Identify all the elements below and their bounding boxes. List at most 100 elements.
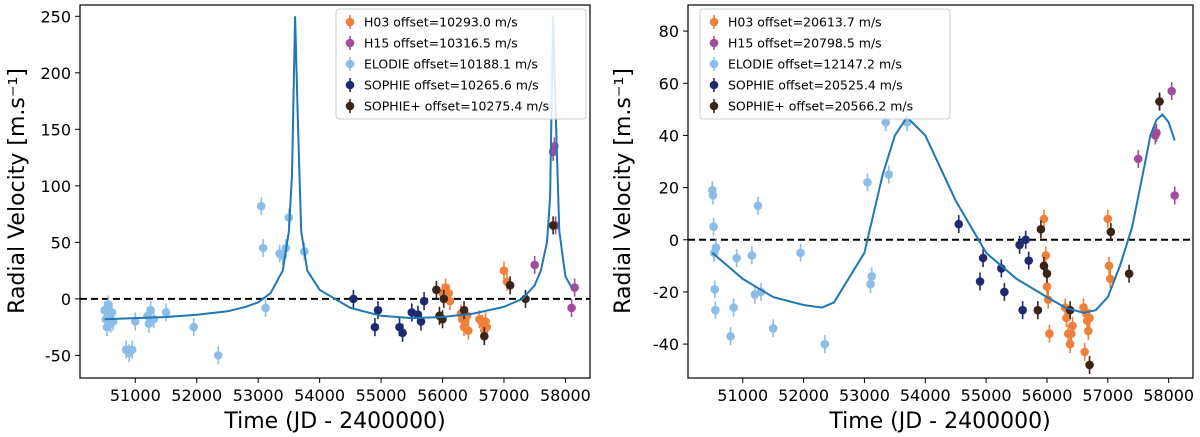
left-x-tick-label: 56000 — [417, 386, 468, 405]
left-x-axis-label: Time (JD - 2400000) — [223, 409, 445, 434]
right-h03-point — [1068, 321, 1077, 331]
right-y-ticks: -40 -20 0 20 40 60 80 — [653, 22, 688, 354]
right-sophie-point — [978, 253, 988, 263]
right-h03-point — [1045, 329, 1054, 338]
right-h03-point — [1085, 313, 1094, 323]
right-legend: H03 offset=20613.7 m/s H15 offset=20798.5… — [699, 8, 951, 120]
right-elodie-point — [753, 201, 763, 211]
left-sophie-plus-point — [439, 294, 449, 304]
left-x-tick-label: 54000 — [294, 386, 345, 405]
right-elodie-point — [711, 243, 721, 252]
right-h03-point — [1041, 251, 1051, 260]
right-elodie-point — [796, 248, 805, 258]
right-sophie-point — [1024, 256, 1034, 265]
left-elodie-point — [161, 308, 171, 317]
right-x-tick-label: 58000 — [1143, 386, 1194, 405]
right-elodie-point — [711, 305, 720, 315]
right-h03-point — [1084, 326, 1093, 336]
right-legend-h15-marker — [709, 38, 719, 48]
right-y-tick-label: -40 — [653, 335, 679, 354]
left-h03-point — [444, 288, 453, 298]
left-sophie-point — [416, 317, 426, 326]
right-x-ticks: 51000 52000 53000 54000 55000 56000 57000 58000 — [717, 378, 1194, 405]
right-legend-elodie-marker — [709, 59, 719, 69]
right-rv-panel: 51000 52000 53000 54000 55000 56000 57000 58000… — [611, 4, 1194, 434]
right-elodie-point — [768, 324, 778, 333]
right-elodie-point — [756, 287, 766, 297]
right-h03-point — [1103, 214, 1113, 224]
left-sophie-plus-point — [548, 221, 558, 230]
right-sophie-plus-point — [1085, 360, 1094, 370]
left-h15-point — [530, 260, 539, 270]
left-elodie-point — [149, 314, 159, 324]
left-sophie-plus-point — [459, 305, 469, 315]
left-sophie-point — [349, 294, 358, 304]
right-y-tick-label: 80 — [659, 22, 679, 41]
left-x-tick-label: 53000 — [233, 386, 284, 405]
left-sophie-point — [373, 305, 383, 315]
left-sophie-point — [419, 296, 429, 306]
right-sophie-plus-point — [1155, 97, 1164, 106]
right-y-tick-label: 20 — [659, 179, 679, 198]
right-legend-sophie-plus-marker — [709, 101, 719, 111]
left-sophie-point — [370, 322, 380, 332]
right-x-tick-label: 51000 — [717, 386, 768, 405]
left-h03-point — [464, 326, 473, 335]
left-y-tick-label: 50 — [51, 233, 71, 252]
right-elodie-point — [881, 118, 891, 127]
right-x-tick-label: 54000 — [900, 386, 951, 405]
left-legend-sophie-label: SOPHIE offset=10265.6 m/s — [364, 78, 539, 93]
left-legend-h03-label: H03 offset=10293.0 m/s — [364, 15, 518, 30]
right-x-tick-label: 52000 — [778, 386, 829, 405]
left-x-tick-label: 52000 — [171, 386, 222, 405]
left-x-tick-label: 58000 — [540, 386, 591, 405]
left-legend-h03-marker — [345, 17, 355, 27]
left-x-tick-label: 51000 — [110, 386, 161, 405]
right-elodie-point — [867, 271, 877, 281]
left-elodie-point — [258, 243, 268, 253]
left-h15-point — [567, 303, 576, 313]
left-elodie-point — [213, 351, 223, 360]
left-sophie-plus-point — [505, 281, 515, 290]
right-sophie-point — [1018, 305, 1027, 315]
left-data-points — [100, 137, 579, 365]
left-legend-elodie-label: ELODIE offset=10188.1 m/s — [364, 57, 538, 72]
left-elodie-point — [146, 305, 155, 315]
right-sophie-plus-point — [1042, 269, 1052, 278]
right-y-tick-label: 60 — [659, 74, 679, 93]
right-legend-box — [699, 8, 951, 120]
left-h15-point — [570, 283, 579, 292]
right-sophie-point — [1015, 240, 1024, 250]
left-elodie-point — [189, 322, 198, 332]
right-elodie-point — [820, 339, 830, 349]
right-legend-h15-label: H15 offset=20798.5 m/s — [728, 36, 882, 51]
right-elodie-point — [866, 279, 875, 289]
left-x-ticks: 51000 52000 53000 54000 55000 56000 57000 58000 — [110, 378, 591, 405]
right-sophie-point — [997, 264, 1006, 273]
right-legend-elodie-label: ELODIE offset=12147.2 m/s — [728, 57, 902, 72]
right-x-tick-label: 57000 — [1082, 386, 1133, 405]
right-plot-frame — [687, 4, 1194, 379]
right-elodie-point — [726, 331, 735, 341]
right-sophie-point — [975, 277, 985, 286]
left-y-axis-label: Radial Velocity [m.s⁻¹] — [5, 68, 30, 314]
right-legend-sophie-label: SOPHIE offset=20525.4 m/s — [728, 78, 903, 93]
right-sophie-plus-point — [1124, 269, 1134, 278]
right-h15-point — [1152, 128, 1161, 138]
left-y-tick-label: 200 — [40, 64, 71, 83]
left-x-tick-label: 57000 — [479, 386, 530, 405]
right-elodie-point — [732, 253, 741, 263]
right-elodie-point — [710, 285, 720, 294]
right-elodie-point — [708, 191, 718, 200]
right-h15-point — [1133, 154, 1143, 164]
right-legend-sophie-marker — [709, 80, 719, 90]
right-x-tick-label: 53000 — [839, 386, 890, 405]
right-data-points — [708, 82, 1180, 374]
left-y-tick-label: -50 — [45, 346, 71, 365]
right-h03-point — [1042, 282, 1052, 292]
right-h03-point — [1039, 214, 1049, 224]
right-sophie-plus-point — [1039, 261, 1049, 271]
right-y-axis-label: Radial Velocity [m.s⁻¹] — [611, 68, 636, 314]
left-sophie-plus-point — [480, 331, 489, 341]
